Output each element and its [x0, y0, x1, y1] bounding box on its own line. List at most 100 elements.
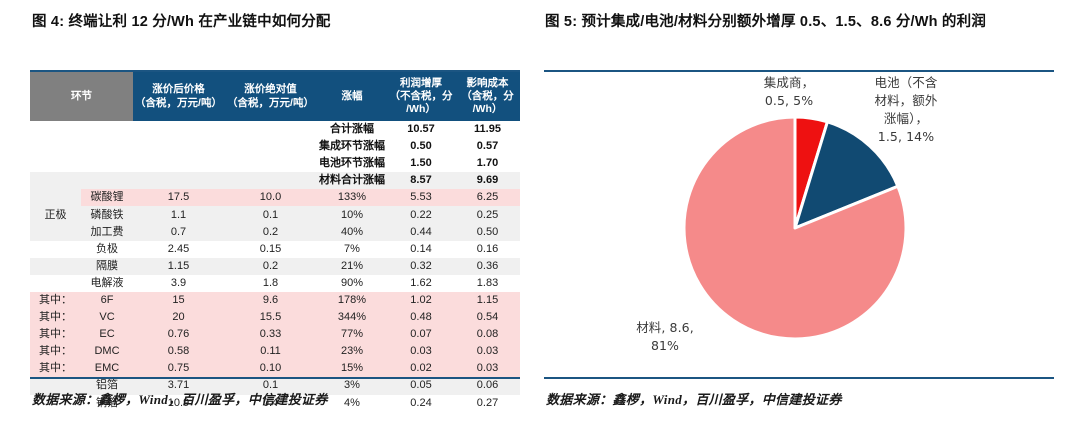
row-item-label: 6F	[100, 293, 114, 306]
figure-5-source: 数据来源：鑫椤，Wind，百川盈孚，中信建投证券	[546, 392, 842, 407]
row-increase-rate: 40%	[340, 225, 364, 238]
table-row: 加工费 0.7 0.2 40% 0.44 0.50	[30, 223, 520, 241]
summary-spacer	[81, 155, 133, 172]
summary-label: 电池环节涨幅	[319, 157, 385, 170]
table-summary-row: 材料合计涨幅 8.57 9.69	[30, 172, 520, 190]
row-group-label: 其中：	[39, 345, 72, 358]
row-increase-rate: 21%	[340, 259, 364, 272]
row-absolute-increase: 0.33	[259, 328, 282, 341]
row-price-after: 2.45	[167, 242, 190, 255]
row-absolute-increase: 0.11	[260, 345, 281, 358]
row-price-after: 0.76	[167, 328, 190, 341]
row-increase-rate: 77%	[340, 328, 364, 341]
col-header-cost-impact: 影响成本 （含税，分 /Wh）	[455, 72, 520, 121]
row-increase-rate: 23%	[340, 345, 364, 358]
table-row: 其中： EMC 0.75 0.10 15% 0.02 0.03	[30, 360, 520, 378]
row-price-after: 1.1	[170, 208, 187, 221]
row-profit-uplift: 1.62	[410, 276, 432, 289]
summary-spacer	[30, 155, 81, 172]
row-group-label	[30, 258, 81, 275]
row-increase-rate: 7%	[344, 242, 360, 255]
pie-label-material-line1: 材料, 8.6,	[636, 320, 694, 335]
summary-profit: 1.50	[410, 157, 432, 170]
row-profit-uplift: 0.07	[410, 328, 432, 341]
table-row: 其中： VC 20 15.5 344% 0.48 0.54	[30, 309, 520, 327]
summary-cost: 0.57	[476, 140, 499, 153]
profit-distribution-pie-chart: 集成商， 0.5, 5% 电池（不含 材料，额外 涨幅）， 1.5, 14% 材…	[535, 72, 1080, 375]
summary-spacer	[30, 138, 81, 155]
row-cost-impact: 0.25	[476, 208, 499, 221]
col-header-segment: 环节	[30, 72, 133, 121]
row-group-label	[30, 241, 81, 258]
row-price-after: 3.71	[167, 379, 190, 392]
row-increase-rate: 4%	[344, 396, 360, 409]
col-header-price-after-line2: （含税，万元/吨）	[135, 96, 222, 109]
row-profit-uplift: 0.03	[410, 345, 432, 358]
pie-label-material: 材料, 8.6, 81%	[610, 319, 720, 355]
table-row: 隔膜 1.15 0.2 21% 0.32 0.36	[30, 257, 520, 275]
summary-spacer	[81, 121, 133, 138]
pie-label-battery-line2: 材料，额外	[874, 93, 938, 109]
figure-4-title: 图 4: 终端让利 12 分/Wh 在产业链中如何分配	[32, 14, 331, 30]
summary-spacer	[30, 172, 81, 189]
summary-cost: 9.69	[476, 174, 499, 187]
summary-spacer	[224, 138, 317, 155]
row-absolute-increase: 1.8	[262, 276, 279, 289]
row-increase-rate: 344%	[337, 311, 367, 324]
row-cost-impact: 0.03	[476, 362, 499, 375]
row-cost-impact: 0.50	[476, 225, 499, 238]
row-price-after: 0.7	[170, 225, 187, 238]
row-price-after: 0.58	[167, 345, 190, 358]
row-item-label: 铝箔	[96, 379, 118, 392]
pie-slice-material	[682, 115, 908, 341]
table-row: 铝箔 3.71 0.1 3% 0.05 0.06	[30, 377, 520, 395]
row-profit-uplift: 5.53	[410, 191, 432, 204]
row-absolute-increase: 0.4	[262, 396, 279, 409]
row-item-label: 铜箔	[96, 396, 118, 409]
table-summary-row: 合计涨幅 10.57 11.95	[30, 121, 520, 139]
row-item-label: VC	[99, 311, 115, 324]
pie-label-integrator-line2: 0.5, 5%	[764, 93, 814, 109]
row-absolute-increase: 0.1	[262, 208, 279, 221]
row-cost-impact: 0.03	[476, 345, 499, 358]
col-header-profit-uplift: 利润增厚 （不含税，分 /Wh）	[387, 72, 455, 121]
row-profit-uplift: 1.02	[410, 293, 432, 306]
pie-svg	[682, 115, 908, 341]
summary-cost: 1.70	[476, 157, 499, 170]
summary-spacer	[133, 121, 224, 138]
row-group-label: 其中：	[39, 362, 72, 375]
col-header-cost-impact-line2: （含税，分	[461, 89, 514, 102]
row-profit-uplift: 0.14	[410, 242, 432, 255]
row-group-label: 其中：	[39, 293, 72, 306]
summary-label: 合计涨幅	[330, 123, 374, 136]
pie-label-integrator: 集成商， 0.5, 5%	[734, 74, 844, 110]
row-cost-impact: 0.36	[476, 259, 499, 272]
row-group-label	[30, 275, 81, 292]
row-item-label: 电解液	[90, 276, 124, 289]
table-summary-row: 集成环节涨幅 0.50 0.57	[30, 138, 520, 156]
summary-label: 集成环节涨幅	[319, 140, 385, 153]
row-absolute-increase: 9.6	[262, 293, 279, 306]
summary-profit: 8.57	[410, 174, 432, 187]
pie-label-material-line2: 81%	[650, 338, 680, 354]
col-header-profit-uplift-line3: /Wh）	[406, 103, 436, 116]
table-row: 电解液 3.9 1.8 90% 1.62 1.83	[30, 274, 520, 292]
row-profit-uplift: 0.02	[410, 362, 432, 375]
row-price-after: 0.75	[167, 362, 190, 375]
row-profit-uplift: 0.32	[410, 259, 432, 272]
table-summary-row: 电池环节涨幅 1.50 1.70	[30, 155, 520, 173]
col-header-increase-rate: 涨幅	[317, 72, 387, 121]
row-increase-rate: 90%	[340, 276, 364, 289]
table-row: 负极 2.45 0.15 7% 0.14 0.16	[30, 240, 520, 258]
row-absolute-increase: 0.2	[262, 225, 279, 238]
row-absolute-increase: 0.2	[262, 259, 279, 272]
row-item-label: DMC	[94, 345, 120, 358]
row-increase-rate: 133%	[337, 191, 367, 204]
col-header-absolute-increase-line1: 涨价绝对值	[244, 83, 297, 96]
row-price-after: 15	[172, 293, 185, 306]
row-absolute-increase: 10.0	[259, 191, 282, 204]
pie-label-battery-line3: 涨幅），	[883, 111, 929, 127]
table-row: 其中： DMC 0.58 0.11 23% 0.03 0.03	[30, 343, 520, 361]
summary-spacer	[133, 155, 224, 172]
row-profit-uplift: 0.24	[410, 396, 432, 409]
